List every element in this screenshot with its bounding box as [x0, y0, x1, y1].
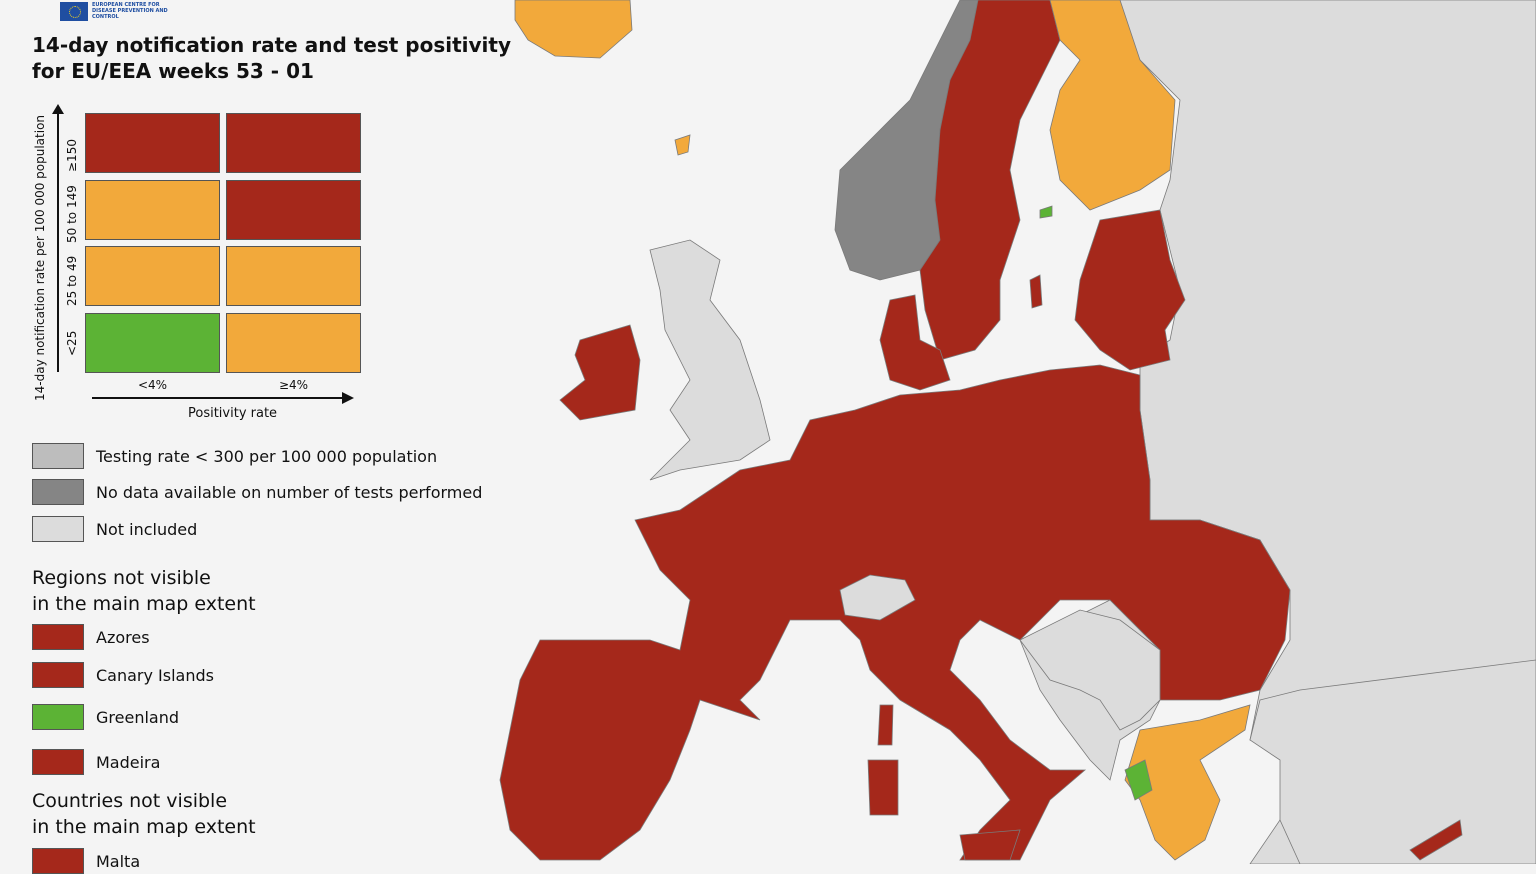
legend-region-madeira: Madeira — [32, 749, 160, 775]
legend-text: Canary Islands — [96, 665, 214, 685]
matrix-cell — [226, 246, 361, 306]
regions-section-title: Regions not visible in the main map exte… — [32, 565, 256, 617]
x-tick-1: <4% — [137, 378, 168, 392]
legend-text: Azores — [96, 627, 150, 647]
countries-section-title: Countries not visible in the main map ex… — [32, 788, 256, 840]
y-tick-2: 50 to 149 — [65, 185, 79, 243]
region-corsica — [877, 704, 894, 746]
legend-swatch — [32, 479, 84, 505]
region-sweden — [919, 0, 1061, 361]
region-western-balkans — [1019, 609, 1161, 731]
legend-swatch — [32, 662, 84, 688]
legend-text: Not included — [96, 519, 198, 539]
y-tick-3: 25 to 49 — [65, 255, 79, 306]
legend-country-malta: Malta — [32, 848, 140, 874]
region-denmark — [879, 294, 951, 391]
x-axis-arrow — [92, 392, 354, 404]
map-title: 14-day notification rate and test positi… — [32, 32, 511, 84]
matrix-cell — [226, 313, 361, 373]
region-iceland — [514, 0, 633, 59]
legend-no-data: No data available on number of tests per… — [32, 479, 482, 505]
region-western-greece — [1124, 759, 1153, 801]
legend-text: Greenland — [96, 707, 179, 727]
legend-swatch — [32, 704, 84, 730]
legend-swatch — [32, 749, 84, 775]
legend-text: Madeira — [96, 752, 161, 772]
legend-swatch — [32, 624, 84, 650]
y-tick-1: ≥150 — [65, 139, 79, 172]
title-line-1: 14-day notification rate and test positi… — [32, 33, 511, 57]
eu-flag-icon — [60, 2, 88, 21]
matrix-cell — [85, 180, 220, 240]
region-baltics — [1074, 209, 1186, 371]
matrix-cell — [85, 246, 220, 306]
legend-not-included: Not included — [32, 516, 197, 542]
legend-text: Testing rate < 300 per 100 000 populatio… — [96, 446, 438, 466]
region-aland — [1039, 205, 1053, 219]
legend-swatch — [32, 848, 84, 874]
regions-title-line-1: Regions not visible — [32, 567, 211, 589]
matrix-cell — [85, 113, 220, 173]
ecdc-logo: EUROPEAN CENTRE FOR DISEASE PREVENTION A… — [60, 2, 182, 21]
countries-title-line-1: Countries not visible — [32, 790, 228, 812]
region-gotland — [1029, 274, 1043, 309]
legend-swatch — [32, 443, 84, 469]
y-tick-4: <25 — [65, 330, 79, 356]
matrix-cell — [226, 180, 361, 240]
matrix-cell — [85, 313, 220, 373]
region-sardinia — [867, 759, 899, 816]
region-switzerland — [839, 574, 916, 621]
legend-text: Malta — [96, 851, 141, 871]
legend-region-azores: Azores — [32, 624, 150, 650]
region-cyprus — [1409, 819, 1463, 861]
x-tick-2: ≥4% — [278, 378, 309, 392]
y-axis-arrow — [52, 104, 64, 372]
org-name: EUROPEAN CENTRE FOR DISEASE PREVENTION A… — [92, 2, 168, 20]
region-sicily — [959, 829, 1021, 861]
title-line-2: for EU/EEA weeks 53 - 01 — [32, 59, 314, 83]
region-continental-eu — [499, 364, 1291, 861]
region-united-kingdom — [649, 239, 771, 481]
matrix-y-axis-label: 14-day notification rate per 100 000 pop… — [33, 114, 47, 401]
region-finland — [1049, 0, 1176, 211]
legend-region-canary-islands: Canary Islands — [32, 662, 214, 688]
regions-title-line-2: in the main map extent — [32, 593, 256, 615]
legend-text: No data available on number of tests per… — [96, 482, 483, 502]
legend-testing-rate: Testing rate < 300 per 100 000 populatio… — [32, 443, 437, 469]
matrix-x-axis-label: Positivity rate — [188, 406, 278, 421]
matrix-cell — [226, 113, 361, 173]
legend-swatch — [32, 516, 84, 542]
region-faroe — [674, 134, 691, 156]
region-ireland — [559, 324, 641, 421]
legend-region-greenland: Greenland — [32, 704, 179, 730]
countries-title-line-2: in the main map extent — [32, 816, 256, 838]
non-eu-land-turkey — [1249, 659, 1536, 864]
